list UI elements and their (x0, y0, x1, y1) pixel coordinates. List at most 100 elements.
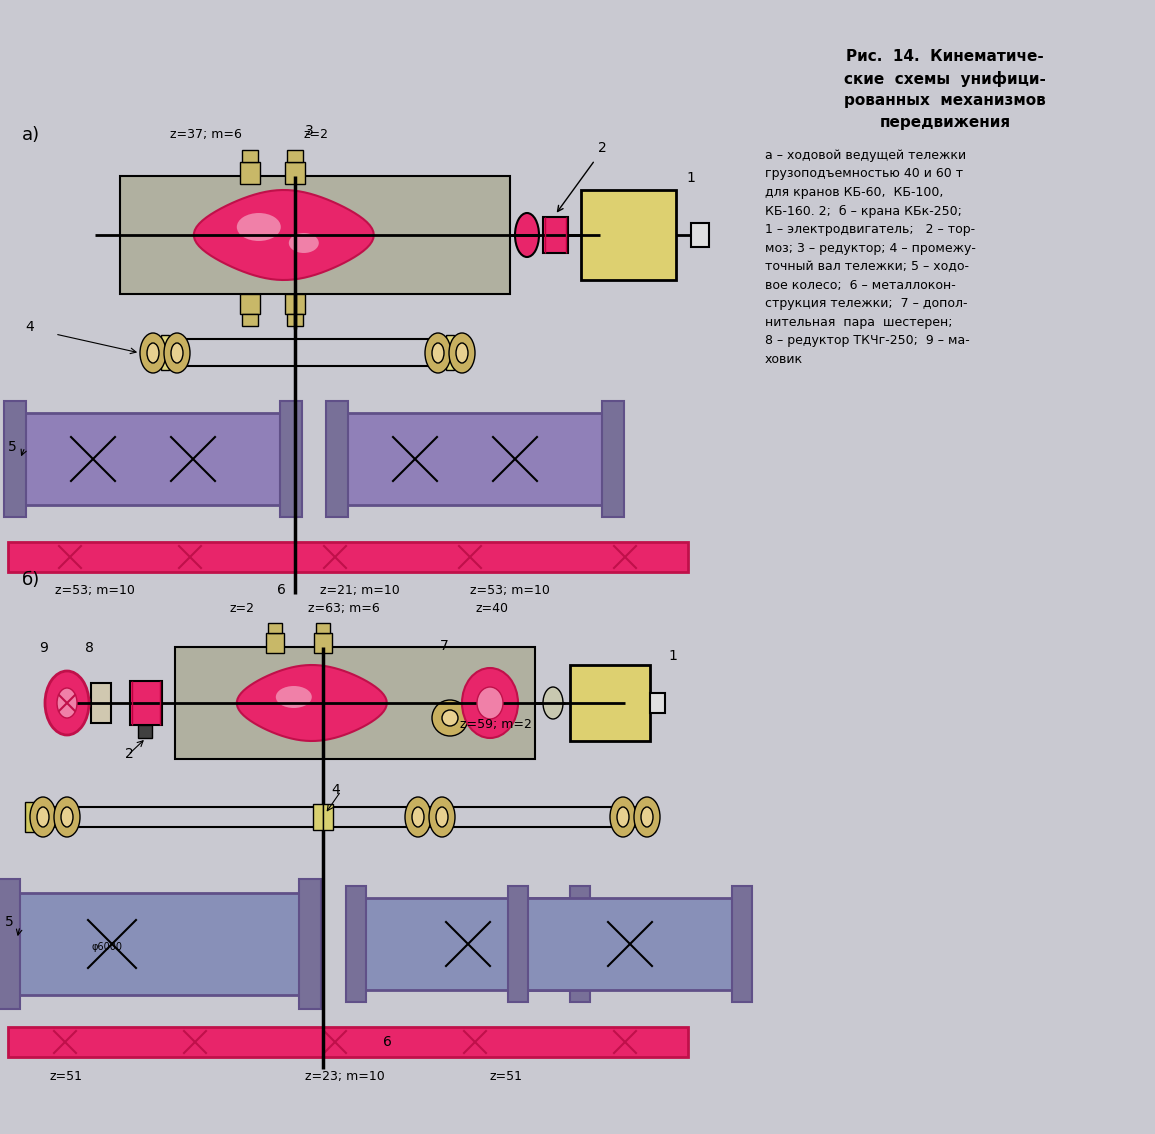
Text: z=51: z=51 (490, 1070, 523, 1083)
Text: z=37; m=6: z=37; m=6 (170, 128, 241, 141)
Bar (8, 542, 688, 572)
Ellipse shape (412, 807, 424, 827)
Text: 9: 9 (39, 641, 47, 655)
Ellipse shape (140, 333, 166, 373)
Polygon shape (237, 665, 387, 741)
Text: передвижения: передвижения (879, 115, 1011, 130)
Ellipse shape (45, 671, 89, 735)
Bar (508, 886, 528, 1002)
Text: 4: 4 (25, 320, 33, 335)
Bar (243, 150, 258, 162)
Bar (410, 804, 420, 830)
Ellipse shape (425, 333, 450, 373)
Bar (326, 401, 348, 517)
Ellipse shape (37, 807, 49, 827)
Bar (543, 217, 568, 253)
Text: z=53; m=10: z=53; m=10 (470, 584, 550, 596)
Text: Рис.  14.  Кинематиче-: Рис. 14. Кинематиче- (847, 49, 1044, 64)
Ellipse shape (610, 797, 636, 837)
Text: 5: 5 (5, 915, 14, 929)
Text: z=21; m=10: z=21; m=10 (320, 584, 400, 596)
Text: 8: 8 (85, 641, 94, 655)
Bar (137, 725, 152, 738)
Text: z=2: z=2 (230, 602, 255, 615)
Text: 3: 3 (305, 124, 314, 138)
Ellipse shape (276, 686, 312, 708)
Ellipse shape (289, 232, 319, 253)
Bar (18, 413, 288, 505)
Bar (520, 898, 740, 990)
Bar (268, 623, 282, 633)
Ellipse shape (30, 797, 55, 837)
Text: 4: 4 (331, 782, 340, 797)
Text: 6: 6 (277, 583, 286, 596)
Bar (285, 162, 305, 184)
Bar (691, 223, 709, 247)
Bar (446, 335, 454, 370)
Bar (614, 804, 625, 830)
Ellipse shape (237, 213, 281, 242)
Ellipse shape (641, 807, 653, 827)
Text: 1: 1 (686, 171, 695, 185)
Polygon shape (194, 191, 374, 280)
Bar (176, 648, 535, 759)
Ellipse shape (405, 797, 431, 837)
Ellipse shape (57, 688, 77, 718)
Bar (285, 294, 305, 314)
Bar (243, 314, 258, 325)
Ellipse shape (634, 797, 660, 837)
Ellipse shape (432, 342, 444, 363)
Bar (280, 401, 301, 517)
Ellipse shape (171, 342, 182, 363)
Bar (3, 401, 27, 517)
Ellipse shape (432, 700, 468, 736)
Bar (240, 162, 260, 184)
Ellipse shape (147, 342, 159, 363)
Bar (240, 294, 260, 314)
Ellipse shape (477, 687, 502, 719)
Text: z=23; m=10: z=23; m=10 (305, 1070, 385, 1083)
Bar (120, 176, 511, 294)
Bar (299, 879, 321, 1009)
Ellipse shape (442, 710, 459, 726)
Text: 7: 7 (440, 638, 449, 653)
Bar (340, 413, 610, 505)
Text: б): б) (22, 572, 40, 589)
Ellipse shape (61, 807, 73, 827)
Text: z=40: z=40 (475, 602, 508, 615)
Ellipse shape (449, 333, 475, 373)
Ellipse shape (462, 668, 517, 738)
Text: 2: 2 (598, 141, 606, 155)
Bar (581, 191, 676, 280)
Bar (571, 886, 590, 1002)
Ellipse shape (456, 342, 468, 363)
Text: а): а) (22, 126, 40, 144)
Bar (571, 665, 650, 741)
Ellipse shape (429, 797, 455, 837)
Text: z=2: z=2 (303, 128, 328, 141)
Bar (91, 683, 111, 723)
Bar (131, 682, 162, 725)
Bar (0, 879, 20, 1009)
Text: рованных  механизмов: рованных механизмов (844, 93, 1046, 108)
Ellipse shape (54, 797, 80, 837)
Bar (602, 401, 624, 517)
Bar (346, 886, 366, 1002)
Bar (644, 802, 655, 832)
Text: z=63; m=6: z=63; m=6 (308, 602, 380, 615)
Text: а – ходовой ведущей тележки
грузоподъемностью 40 и 60 т
для кранов КБ-60,  КБ-10: а – ходовой ведущей тележки грузоподъемн… (765, 149, 976, 365)
Bar (161, 335, 169, 370)
Ellipse shape (617, 807, 629, 827)
Text: z=51: z=51 (50, 1070, 83, 1083)
Bar (25, 802, 35, 832)
Text: ские  схемы  унифици-: ские схемы унифици- (844, 71, 1046, 87)
Bar (313, 804, 323, 830)
Bar (316, 623, 330, 633)
Text: z=53; m=10: z=53; m=10 (55, 584, 135, 596)
Bar (266, 633, 284, 653)
Bar (286, 150, 303, 162)
Text: 6: 6 (383, 1035, 392, 1049)
Text: 5: 5 (8, 440, 17, 454)
Bar (286, 314, 303, 325)
Bar (8, 1027, 688, 1057)
